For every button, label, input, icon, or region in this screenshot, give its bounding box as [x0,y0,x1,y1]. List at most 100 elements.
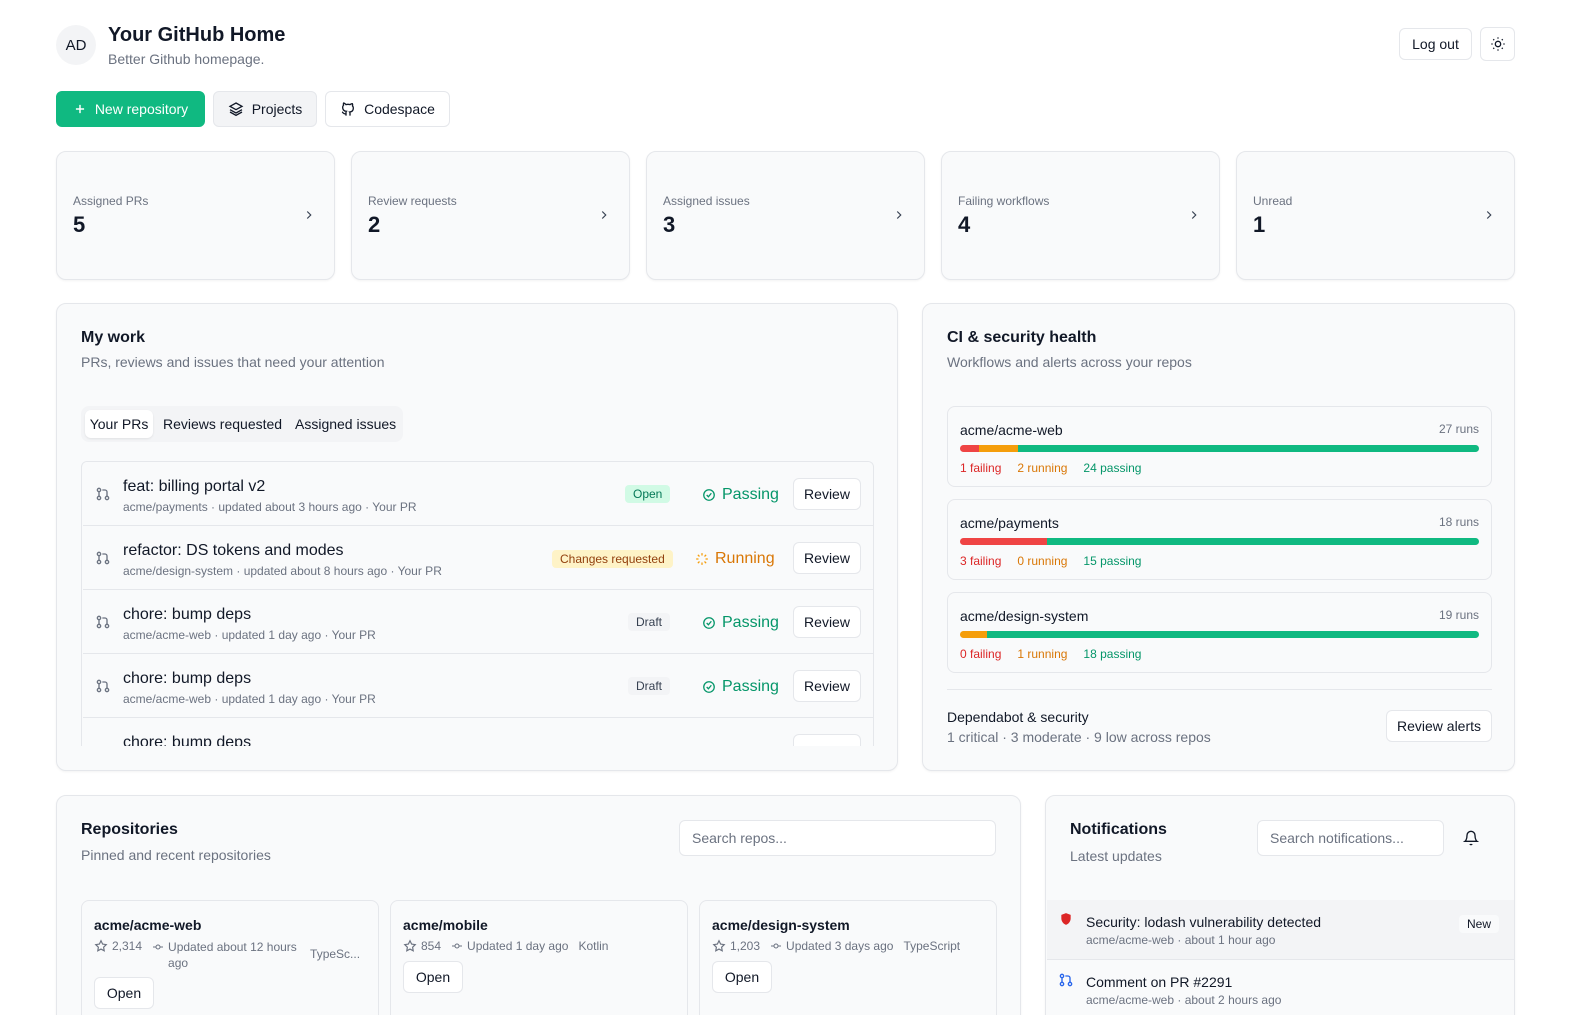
star-count: 1,203 [730,939,761,953]
spinner-icon [696,553,708,565]
ci-status: Passing [702,614,779,632]
ci-repo-card[interactable]: acme/design-system 19 runs 0 failing 1 r… [947,592,1492,673]
stat-card-assigned-prs[interactable]: Assigned PRs 5 [56,151,335,280]
repositories-subtitle: Pinned and recent repositories [81,847,271,863]
ci-status: Running [695,550,775,568]
stat-label: Assigned PRs [73,194,149,208]
ci-bar-passing [1017,445,1479,452]
repo-updated: Updated 1 day ago [467,939,569,953]
search-notifications-input[interactable] [1257,820,1444,856]
ci-status-label: Passing [722,614,779,631]
theme-toggle-button[interactable] [1480,27,1515,61]
status-badge: Changes requested [552,550,673,568]
list-item[interactable]: chore: bump deps [83,718,873,746]
ci-repo-card[interactable]: acme/acme-web 27 runs 1 failing 2 runnin… [947,406,1492,487]
repo-card[interactable]: acme/mobile 854 Updated 1 day ago Kotlin… [390,900,688,1015]
page-subtitle: Better Github homepage. [108,51,265,67]
open-repo-button[interactable]: Open [403,961,463,993]
pr-meta: acme/acme-web · updated 1 day ago · Your… [123,628,376,642]
stat-value: 1 [1253,212,1266,237]
repo-language: Kotlin [578,939,609,953]
ci-bar-passing [987,631,1479,638]
chevron-right-icon [306,211,312,219]
pr-title[interactable]: chore: bump deps [123,734,252,746]
review-button[interactable]: Review [793,670,861,702]
failing-count: 1 failing [960,461,1002,475]
repo-meta: 2,314 Updated about 12 hours ago TypeSc.… [94,939,360,971]
pr-title[interactable]: refactor: DS tokens and modes [123,542,344,559]
tab-reviews-requested[interactable]: Reviews requested [163,416,283,432]
my-work-subtitle: PRs, reviews and issues that need your a… [81,354,385,370]
my-work-title: My work [81,329,146,346]
pr-title[interactable]: chore: bump deps [123,670,252,687]
notifications-panel: Notifications Latest updates Security: l… [1045,795,1515,1015]
dependabot-summary: 1 critical · 3 moderate · 9 low across r… [947,729,1211,745]
open-repo-button[interactable]: Open [712,961,772,993]
notification-item[interactable]: Security: lodash vulnerability detected … [1047,900,1514,960]
repo-card[interactable]: acme/design-system 1,203 Updated 3 days … [699,900,997,1015]
ci-repo-card[interactable]: acme/payments 18 runs 3 failing 0 runnin… [947,499,1492,580]
stat-label: Review requests [368,194,457,208]
projects-label: Projects [251,101,303,117]
pr-meta: acme/acme-web · updated 1 day ago · Your… [123,692,376,706]
commit-icon [153,944,164,950]
repo-name[interactable]: acme/mobile [403,917,488,933]
tab-your-prs[interactable]: Your PRs [85,410,153,438]
failing-count: 0 failing [960,647,1002,661]
review-button[interactable]: Review [793,542,861,574]
ci-run-count: 27 runs [1438,422,1479,436]
pr-list: feat: billing portal v2 acme/payments · … [81,461,874,746]
bell-icon[interactable] [1463,830,1479,846]
review-button[interactable] [793,734,861,746]
notifications-subtitle: Latest updates [1070,848,1162,864]
notification-item[interactable]: Comment on PR #2291 acme/acme-web · abou… [1047,960,1514,1015]
search-repos-input[interactable] [679,820,996,856]
list-item[interactable]: chore: bump deps acme/acme-web · updated… [83,590,873,654]
avatar[interactable]: AD [56,25,96,65]
review-button[interactable]: Review [793,606,861,638]
pr-title[interactable]: feat: billing portal v2 [123,478,266,495]
repo-card[interactable]: acme/acme-web 2,314 Updated about 12 hou… [81,900,379,1015]
status-badge: Draft [628,677,671,695]
star-icon [403,939,417,952]
new-repository-button[interactable]: New repository [56,91,205,127]
list-item[interactable]: chore: bump deps acme/acme-web · updated… [83,654,873,718]
new-repository-label: New repository [94,101,189,117]
page-title: Your GitHub Home [108,24,286,46]
plus-icon [75,104,84,114]
list-item[interactable]: refactor: DS tokens and modes acme/desig… [83,526,873,590]
check-circle-icon [703,489,715,501]
star-icon [94,939,108,952]
projects-button[interactable]: Projects [213,91,317,127]
tab-assigned-issues[interactable]: Assigned issues [295,416,397,432]
running-count: 0 running [1017,554,1068,568]
list-item[interactable]: feat: billing portal v2 acme/payments · … [83,462,873,526]
stat-label: Failing workflows [958,194,1050,208]
ci-repo-name: acme/acme-web [960,422,1063,438]
ci-progress-bar [960,631,1479,638]
stat-value: 5 [73,212,86,237]
ci-status-label: Running [715,550,775,567]
pr-title[interactable]: chore: bump deps [123,606,252,623]
logout-button[interactable]: Log out [1399,28,1472,60]
review-alerts-button[interactable]: Review alerts [1386,710,1492,742]
pull-request-icon [96,487,110,501]
ci-subtitle: Workflows and alerts across your repos [947,354,1192,370]
repo-name[interactable]: acme/design-system [712,917,850,933]
review-button[interactable]: Review [793,478,861,510]
sun-icon [1490,37,1505,51]
pull-request-icon [96,679,110,693]
repo-language: TypeScript [903,939,961,953]
notification-meta: acme/acme-web · about 1 hour ago [1086,933,1276,947]
stat-card-review-requests[interactable]: Review requests 2 [351,151,630,280]
ci-status-label: Passing [722,678,779,695]
stat-card-unread[interactable]: Unread 1 [1236,151,1515,280]
stat-card-failing-workflows[interactable]: Failing workflows 4 [941,151,1220,280]
github-icon [341,102,355,116]
open-repo-button[interactable]: Open [94,977,154,1009]
codespace-button[interactable]: Codespace [325,91,450,127]
ci-progress-bar [960,538,1479,545]
repo-name[interactable]: acme/acme-web [94,917,202,933]
stat-card-assigned-issues[interactable]: Assigned issues 3 [646,151,925,280]
ci-status: Passing [702,486,779,504]
